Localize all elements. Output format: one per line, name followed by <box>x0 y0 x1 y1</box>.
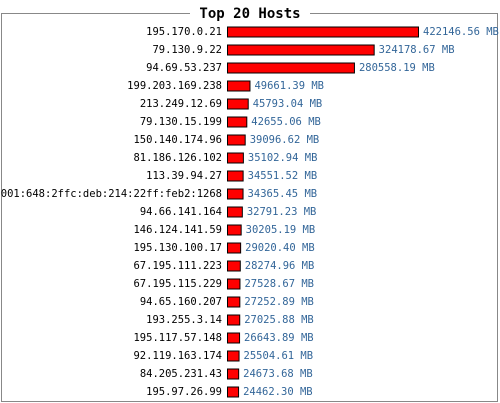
host-label: 150.140.174.96 <box>133 134 222 146</box>
host-label: 67.195.111.223 <box>133 260 222 272</box>
value-label: 24673.68 MB <box>243 368 313 380</box>
bar <box>227 26 419 38</box>
bar <box>227 80 251 92</box>
host-label: 199.203.169.238 <box>127 80 222 92</box>
bar <box>227 224 242 236</box>
value-label: 26643.89 MB <box>244 332 314 344</box>
bar <box>227 170 244 182</box>
bar <box>227 278 241 290</box>
host-label: 92.119.163.174 <box>133 350 222 362</box>
value-label: 30205.19 MB <box>246 224 316 236</box>
bar <box>227 98 249 110</box>
host-label: 195.130.100.17 <box>133 242 222 254</box>
title-backdrop <box>190 4 310 24</box>
value-label: 28274.96 MB <box>245 260 315 272</box>
value-label: 27528.67 MB <box>244 278 314 290</box>
bar <box>227 368 240 380</box>
host-label: 94.69.53.237 <box>146 62 222 74</box>
bar <box>227 242 242 254</box>
host-label: 195.170.0.21 <box>146 26 222 38</box>
bar <box>227 134 246 146</box>
host-label: 81.186.126.102 <box>133 152 222 164</box>
value-label: 27252.89 MB <box>244 296 314 308</box>
value-label: 27025.88 MB <box>244 314 314 326</box>
host-label: 67.195.115.229 <box>133 278 222 290</box>
bar <box>227 62 355 74</box>
value-label: 24462.30 MB <box>243 386 313 398</box>
value-label: 45793.04 MB <box>253 98 323 110</box>
host-label: 94.66.141.164 <box>140 206 222 218</box>
bar <box>227 116 248 128</box>
value-label: 39096.62 MB <box>250 134 320 146</box>
value-label: 49661.39 MB <box>254 80 324 92</box>
host-label: 79.130.9.22 <box>152 44 222 56</box>
value-label: 34365.45 MB <box>248 188 318 200</box>
bar <box>227 44 375 56</box>
bar <box>227 350 240 362</box>
host-label: 113.39.94.27 <box>146 170 222 182</box>
value-label: 42655.06 MB <box>251 116 321 128</box>
host-label: 2001:648:2ffc:deb:214:22ff:feb2:1268 <box>0 188 222 200</box>
value-label: 29020.40 MB <box>245 242 315 254</box>
bar <box>227 314 241 326</box>
host-label: 94.65.160.207 <box>140 296 222 308</box>
host-label: 79.130.15.199 <box>140 116 222 128</box>
value-label: 25504.61 MB <box>244 350 314 362</box>
host-label: 84.205.231.43 <box>140 368 222 380</box>
bar <box>227 152 244 164</box>
host-label: 195.97.26.99 <box>146 386 222 398</box>
host-label: 146.124.141.59 <box>133 224 222 236</box>
bar <box>227 332 241 344</box>
bar <box>227 296 241 308</box>
value-label: 35102.94 MB <box>248 152 318 164</box>
value-label: 280558.19 MB <box>359 62 435 74</box>
bar <box>227 206 243 218</box>
value-label: 34551.52 MB <box>248 170 318 182</box>
bar <box>227 188 244 200</box>
bar <box>227 386 240 398</box>
bar <box>227 260 241 272</box>
value-label: 422146.56 MB <box>423 26 499 38</box>
host-label: 213.249.12.69 <box>140 98 222 110</box>
value-label: 324178.67 MB <box>379 44 455 56</box>
host-label: 193.255.3.14 <box>146 314 222 326</box>
host-label: 195.117.57.148 <box>133 332 222 344</box>
chart-title: Top 20 Hosts <box>199 6 300 22</box>
value-label: 32791.23 MB <box>247 206 317 218</box>
